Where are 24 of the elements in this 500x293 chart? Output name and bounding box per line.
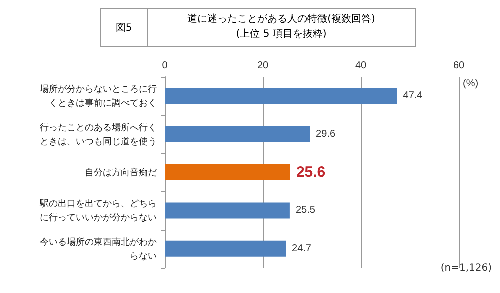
data-label: 47.4 <box>403 90 424 102</box>
data-label: 24.7 <box>292 243 312 254</box>
x-tick-label: 40 <box>355 60 367 72</box>
x-axis-title: (%) <box>463 78 479 90</box>
bar <box>165 88 398 104</box>
x-tick-label: 0 <box>162 60 168 72</box>
data-label: 29.6 <box>316 128 336 140</box>
y-tick-label: 今いる場所の東西南北がわからない <box>40 236 157 261</box>
x-tick-label: 20 <box>257 60 269 72</box>
chart-title: 道に迷ったことがある人の特徴(複数回答) <box>186 12 376 27</box>
caption: 図5 <box>101 9 148 46</box>
data-label: 25.6 <box>296 164 326 181</box>
bar <box>165 240 286 257</box>
chart-subtitle: (上位 5 項目を抜粋) <box>235 28 328 42</box>
annotation: (n=1,126) <box>440 263 492 274</box>
x-tick-label: 60 <box>453 60 465 72</box>
y-tick-label: 駅の出口を出てから、どちらに行っていいかが分からない <box>39 198 157 223</box>
bar <box>165 126 310 142</box>
y-tick-label: 自分は方向音痴だ <box>85 168 157 178</box>
data-label: 25.5 <box>296 205 316 216</box>
y-tick-label: 場所が分からないところに行くときは事前に調べておく <box>39 84 157 108</box>
bar <box>165 202 290 219</box>
y-tick-label: 行ったことのある場所へ行くときは、いつも同じ道を使う <box>40 122 157 146</box>
bar <box>165 164 290 180</box>
